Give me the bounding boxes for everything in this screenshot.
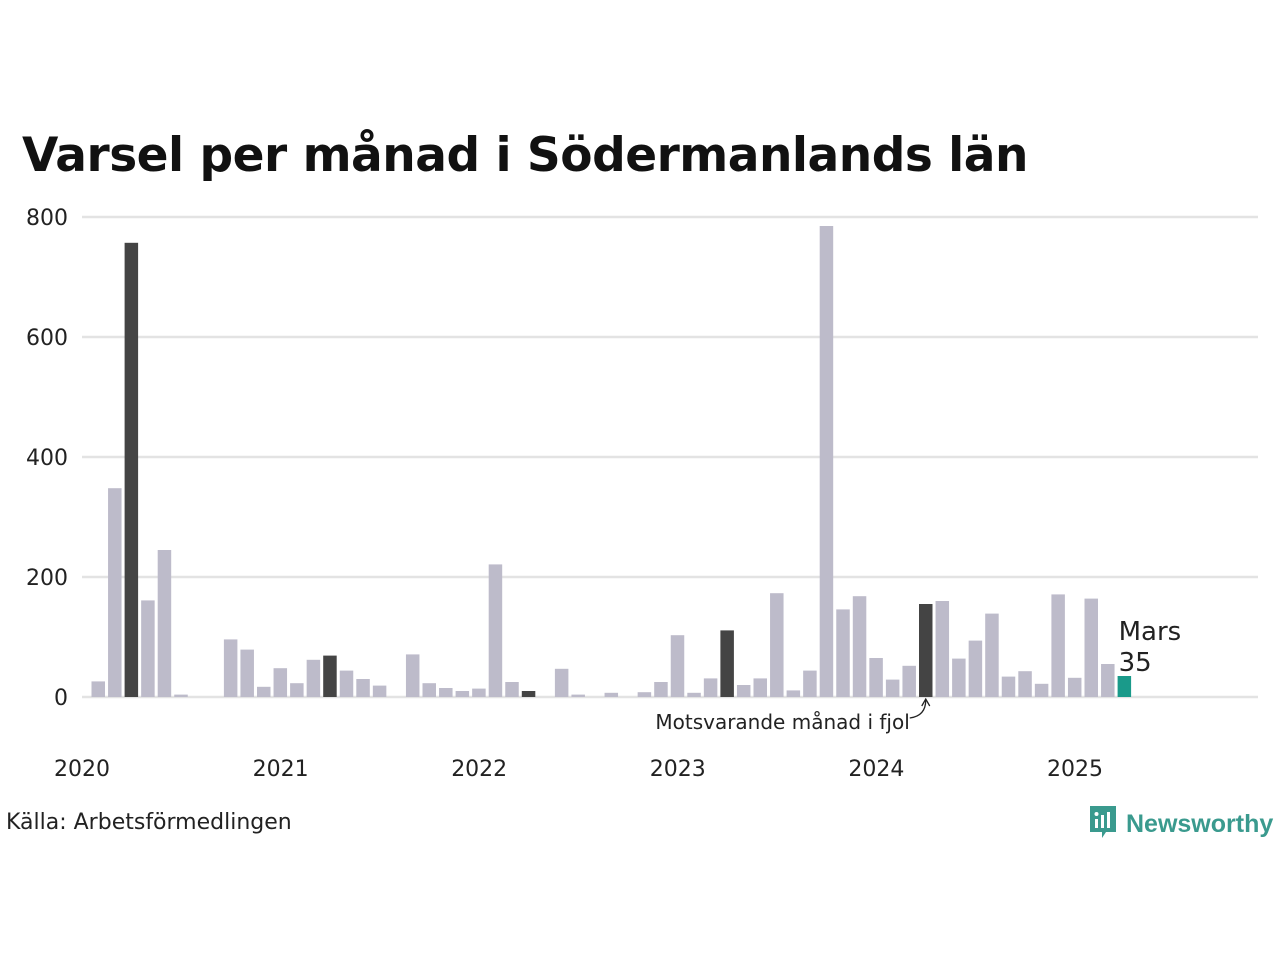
- y-axis-labels: 0 200 400 600 800: [26, 206, 68, 711]
- bar: [372, 685, 387, 697]
- bar: [736, 685, 751, 697]
- x-tick-label: 2024: [848, 757, 904, 782]
- bar: [852, 596, 867, 697]
- bar: [968, 640, 983, 697]
- source-note: Källa: Arbetsförmedlingen: [6, 810, 292, 835]
- bar: [108, 488, 122, 697]
- bar: [223, 639, 238, 697]
- bar: [571, 694, 585, 697]
- bar: [554, 668, 569, 697]
- bar: [521, 691, 536, 697]
- bar: [339, 670, 354, 697]
- bar: [91, 681, 105, 697]
- annotation-arrowhead: [921, 697, 931, 707]
- bar: [356, 679, 370, 697]
- bar: [654, 682, 668, 697]
- bar: [290, 683, 304, 697]
- y-tick-label: 400: [26, 446, 68, 471]
- bar: [1051, 594, 1065, 697]
- bar: [141, 600, 155, 697]
- bar: [885, 679, 900, 697]
- chart-bubble-icon: [1088, 804, 1118, 844]
- y-tick-label: 0: [54, 686, 68, 711]
- bar: [422, 683, 436, 697]
- bar: [720, 630, 734, 697]
- bar: [157, 550, 172, 697]
- bar: [604, 692, 619, 697]
- gridlines: [82, 215, 1258, 699]
- bar: [836, 609, 850, 697]
- bar: [472, 688, 486, 697]
- bar: [257, 686, 271, 697]
- bar: [1117, 676, 1132, 697]
- y-tick-label: 600: [26, 326, 68, 351]
- x-tick-label: 2023: [650, 757, 706, 782]
- current-month-label: Mars: [1119, 617, 1182, 647]
- bar: [952, 658, 966, 697]
- bar: [1018, 671, 1032, 697]
- bar: [1034, 683, 1049, 697]
- y-tick-label: 800: [26, 206, 68, 231]
- bar: [488, 564, 503, 697]
- bar: [455, 691, 470, 697]
- x-tick-label: 2021: [253, 757, 309, 782]
- x-axis-labels: 2020 2021 2022 2023 2024 2025: [54, 757, 1103, 782]
- bars: [91, 226, 1132, 698]
- x-tick-label: 2025: [1047, 757, 1103, 782]
- bar: [687, 692, 701, 697]
- bar: [670, 635, 685, 697]
- bar: [439, 688, 453, 697]
- bar: [1084, 598, 1098, 697]
- bar: [919, 604, 933, 697]
- brand-name: Newsworthy: [1126, 809, 1274, 838]
- bar: [405, 654, 420, 697]
- bar: [869, 658, 883, 697]
- bar: [935, 601, 950, 697]
- y-tick-label: 200: [26, 566, 68, 591]
- bar: [637, 692, 652, 697]
- bar: [323, 655, 337, 697]
- x-tick-label: 2022: [451, 757, 507, 782]
- bar: [985, 613, 999, 697]
- bar: [306, 659, 321, 697]
- bar: [902, 665, 916, 697]
- bar: [124, 242, 139, 698]
- bar: [753, 678, 767, 697]
- bar: [819, 226, 834, 697]
- annotation-arrow: [909, 699, 927, 719]
- last-year-annotation: Motsvarande månad i fjol: [655, 710, 909, 734]
- bar: [273, 668, 288, 697]
- bar: [770, 593, 784, 697]
- brand-logo[interactable]: Newsworthy: [1088, 804, 1273, 844]
- x-tick-label: 2020: [54, 757, 110, 782]
- bar: [786, 690, 801, 697]
- bar: [1067, 677, 1082, 697]
- bar: [240, 649, 254, 697]
- bar: [174, 694, 188, 697]
- bar: [803, 670, 817, 697]
- current-value-label: 35: [1119, 648, 1152, 678]
- bar: [505, 682, 519, 697]
- bar: [1101, 664, 1115, 697]
- bar: [1001, 676, 1016, 697]
- bar: [703, 678, 718, 697]
- chart-title: Varsel per månad i Södermanlands län: [22, 128, 1028, 183]
